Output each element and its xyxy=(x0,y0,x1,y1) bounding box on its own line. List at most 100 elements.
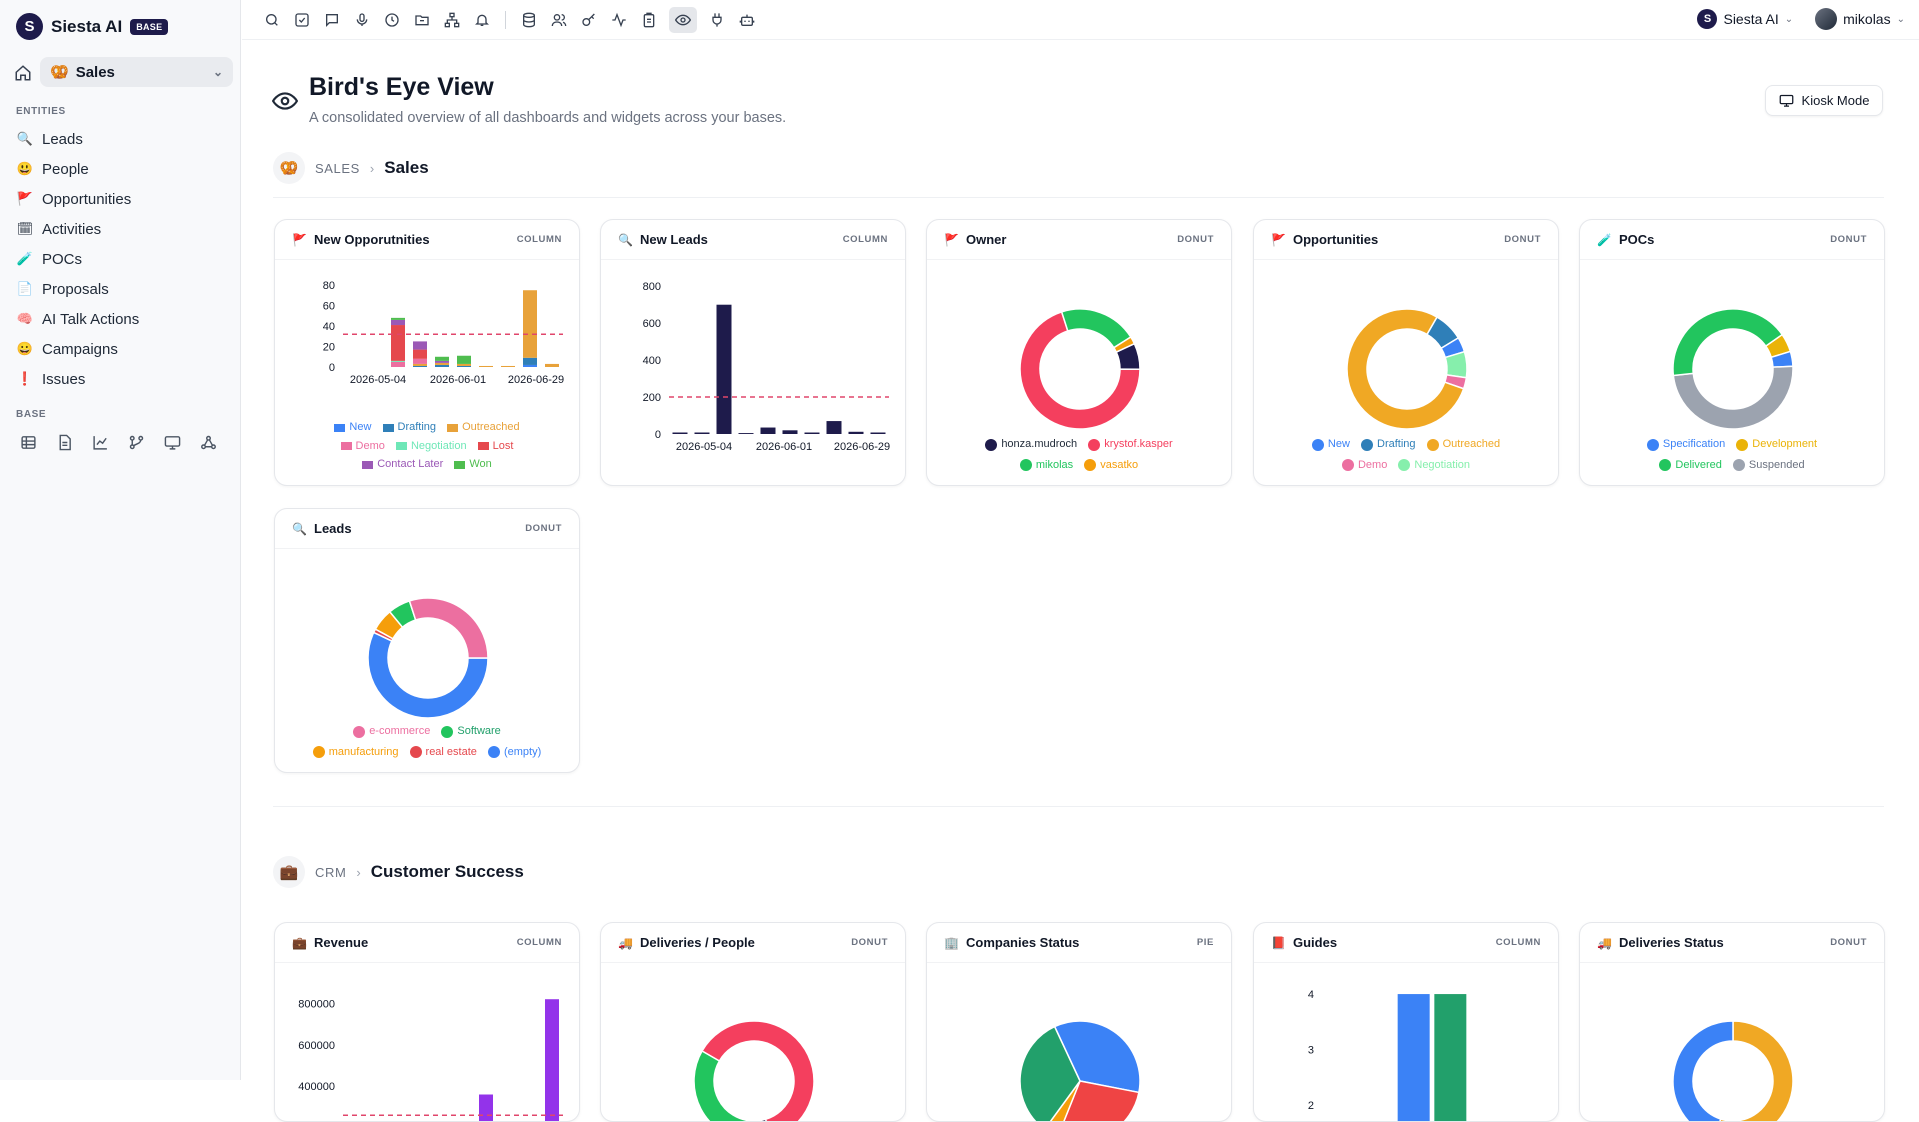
table-icon[interactable] xyxy=(20,434,37,451)
bar-segment xyxy=(413,364,427,366)
robot-icon[interactable] xyxy=(737,10,757,30)
legend-swatch xyxy=(334,424,345,432)
legend-item: Drafting xyxy=(383,419,437,436)
hierarchy-icon[interactable] xyxy=(442,10,462,30)
eye-icon[interactable] xyxy=(669,7,697,33)
widget-type: DONUT xyxy=(851,937,888,948)
y-tick-label: 20 xyxy=(323,342,335,354)
legend-swatch xyxy=(341,442,352,450)
sidebar-item-campaigns[interactable]: 😀Campaigns xyxy=(16,334,231,364)
clock-icon[interactable] xyxy=(382,10,402,30)
folder-icon[interactable] xyxy=(412,10,432,30)
x-tick-label: 2026-06-01 xyxy=(756,441,812,453)
legend-dot xyxy=(1733,459,1745,471)
document-icon[interactable] xyxy=(56,434,73,451)
app-name: Siesta AI xyxy=(51,17,122,37)
org-switcher[interactable]: S Siesta AI ⌄ xyxy=(1697,9,1793,29)
activity-icon[interactable] xyxy=(609,10,629,30)
widget-title: Deliveries / People xyxy=(640,935,755,950)
legend-label: Delivered xyxy=(1675,457,1721,474)
legend-item: New xyxy=(334,419,371,436)
sidebar-item-label: Opportunities xyxy=(42,191,131,208)
chat-icon[interactable] xyxy=(322,10,342,30)
sidebar-item-issues[interactable]: ❗Issues xyxy=(16,364,231,394)
sidebar-item-ai-talk-actions[interactable]: 🧠AI Talk Actions xyxy=(16,304,231,334)
clipboard-icon[interactable] xyxy=(639,10,659,30)
legend-item: Development xyxy=(1736,436,1817,453)
widget-title: Leads xyxy=(314,521,352,536)
monitor-icon[interactable] xyxy=(164,434,181,451)
legend-dot xyxy=(1361,439,1373,451)
monitor-icon xyxy=(1779,93,1794,108)
legend-label: Won xyxy=(469,456,491,473)
sidebar-item-pocs[interactable]: 🧪POCs xyxy=(16,244,231,274)
webhook-icon[interactable] xyxy=(200,434,217,451)
legend-dot xyxy=(1020,459,1032,471)
legend-label: Negotiation xyxy=(1414,457,1470,474)
sidebar-item-leads[interactable]: 🔍Leads xyxy=(16,124,231,154)
legend-item: Negotiation xyxy=(396,438,467,455)
search-icon[interactable] xyxy=(262,10,282,30)
legend-label: Specification xyxy=(1663,436,1725,453)
base-selector[interactable]: 🥨 Sales ⌄ xyxy=(40,57,233,87)
sidebar-item-people[interactable]: 😃People xyxy=(16,154,231,184)
legend-item: e-commerce xyxy=(353,723,430,740)
kiosk-mode-button[interactable]: Kiosk Mode xyxy=(1765,85,1883,116)
breadcrumb-base[interactable]: SALES xyxy=(315,161,360,176)
x-tick-label: 2026-05-04 xyxy=(676,441,732,453)
section-breadcrumb: 🥨 SALES › Sales xyxy=(273,152,429,184)
widget-type: COLUMN xyxy=(517,937,562,948)
bell-icon[interactable] xyxy=(472,10,492,30)
legend-label: Contact Later xyxy=(377,456,443,473)
chart-legend: e-commerce Software manufacturing real e… xyxy=(275,723,579,764)
chart-legend: New Drafting Outreached Demo Negotiation… xyxy=(275,419,579,475)
key-icon[interactable] xyxy=(579,10,599,30)
legend-dot xyxy=(1084,459,1096,471)
breadcrumb-dashboard: Sales xyxy=(384,158,428,178)
widget-type: COLUMN xyxy=(517,234,562,245)
sidebar-item-opportunities[interactable]: 🚩Opportunities xyxy=(16,184,231,214)
database-icon[interactable] xyxy=(519,10,539,30)
siesta-logo-icon: S xyxy=(1697,9,1717,29)
user-menu[interactable]: mikolas ⌄ xyxy=(1815,8,1905,30)
magnifier-icon: 🔍 xyxy=(292,522,306,536)
sidebar-item-activities[interactable]: 🗓Activities xyxy=(16,214,231,244)
mic-icon[interactable] xyxy=(352,10,372,30)
legend-dot xyxy=(1427,439,1439,451)
bar-segment xyxy=(457,356,471,364)
y-tick-label: 0 xyxy=(329,362,335,374)
tasks-icon[interactable] xyxy=(292,10,312,30)
brand[interactable]: S Siesta AI BASE xyxy=(16,13,168,40)
users-icon[interactable] xyxy=(549,10,569,30)
chevron-right-icon: › xyxy=(356,865,360,880)
chart-slice xyxy=(694,1051,751,1122)
plug-icon[interactable] xyxy=(707,10,727,30)
chart-icon[interactable] xyxy=(92,434,109,451)
legend-item: Software xyxy=(441,723,500,740)
legend-item: Lost xyxy=(478,438,514,455)
legend-item: Demo xyxy=(341,438,385,455)
bar-segment xyxy=(523,290,537,358)
legend-swatch xyxy=(478,442,489,450)
chevron-down-icon: ⌄ xyxy=(213,65,223,79)
bar-segment xyxy=(413,359,427,364)
avatar xyxy=(1815,8,1837,30)
legend-label: Software xyxy=(457,723,500,740)
breadcrumb-base[interactable]: CRM xyxy=(315,865,346,880)
sidebar-item-proposals[interactable]: 📄Proposals xyxy=(16,274,231,304)
home-icon[interactable] xyxy=(14,64,32,82)
base-selector-label: Sales xyxy=(76,64,115,81)
flow-icon[interactable] xyxy=(128,434,145,451)
y-tick-label: 800 xyxy=(643,281,661,293)
